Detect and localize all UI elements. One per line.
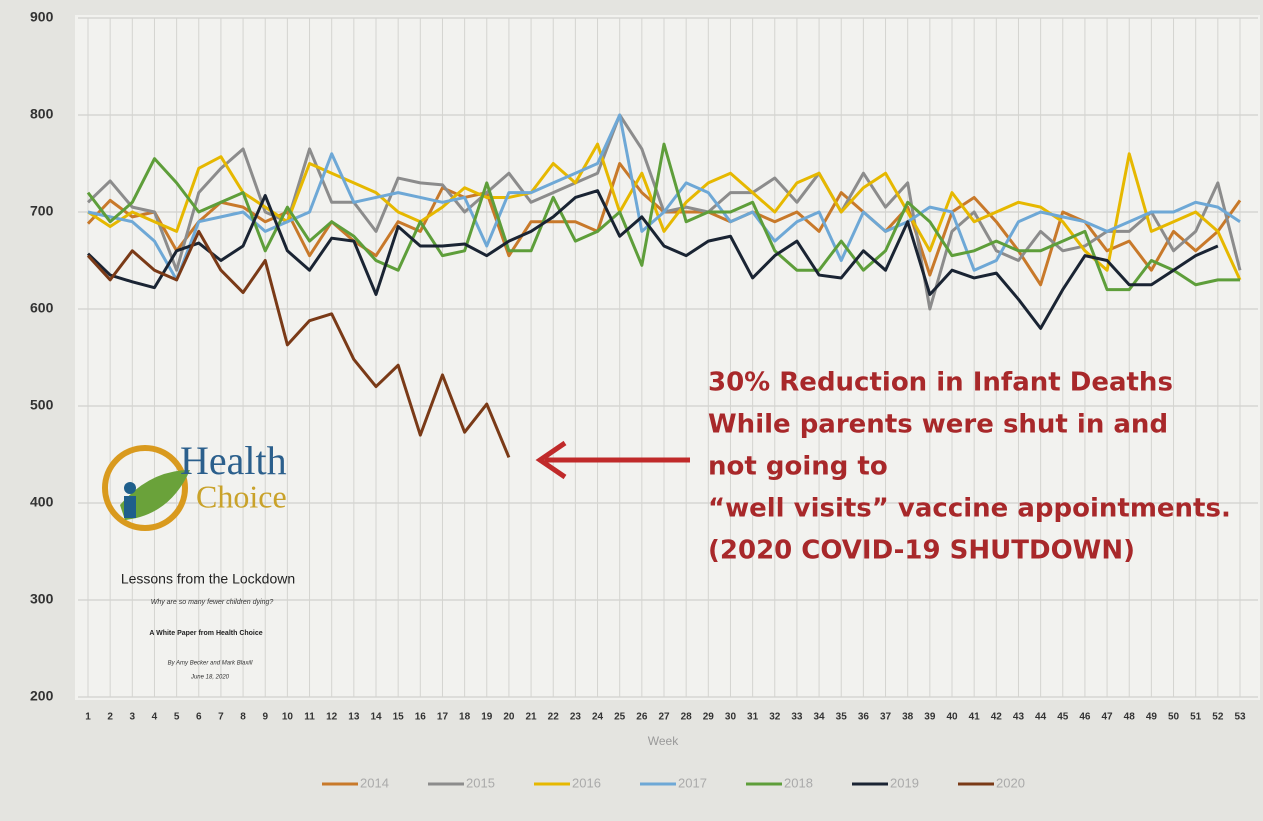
x-tick-label: 22 xyxy=(548,712,560,723)
x-tick-label: 16 xyxy=(415,712,427,723)
x-tick-label: 36 xyxy=(858,712,870,723)
x-tick-label: 6 xyxy=(196,712,202,723)
x-tick-label: 23 xyxy=(570,712,582,723)
x-tick-label: 13 xyxy=(348,712,360,723)
x-tick-label: 31 xyxy=(747,712,759,723)
x-tick-label: 9 xyxy=(262,712,268,723)
y-tick-label: 400 xyxy=(30,494,54,510)
x-tick-label: 35 xyxy=(836,712,848,723)
logo-text: Health xyxy=(180,438,287,483)
x-tick-label: 41 xyxy=(969,712,981,723)
x-tick-label: 53 xyxy=(1234,712,1246,723)
x-tick-label: 5 xyxy=(174,712,180,723)
y-tick-label: 600 xyxy=(30,300,54,316)
x-tick-label: 45 xyxy=(1057,712,1069,723)
y-tick-label: 200 xyxy=(30,688,54,704)
x-tick-label: 25 xyxy=(614,712,626,723)
logo-text: Choice xyxy=(196,478,287,514)
legend-label: 2018 xyxy=(784,775,813,790)
legend-label: 2014 xyxy=(360,775,389,790)
x-tick-label: 37 xyxy=(880,712,892,723)
x-tick-label: 27 xyxy=(658,712,670,723)
x-tick-label: 12 xyxy=(326,712,338,723)
x-tick-label: 28 xyxy=(681,712,693,723)
x-tick-label: 4 xyxy=(152,712,158,723)
x-tick-label: 7 xyxy=(218,712,224,723)
x-tick-label: 34 xyxy=(814,712,826,723)
x-tick-label: 39 xyxy=(924,712,936,723)
x-tick-label: 21 xyxy=(526,712,538,723)
x-tick-label: 32 xyxy=(769,712,781,723)
logo-figure xyxy=(124,482,136,494)
x-tick-label: 18 xyxy=(459,712,471,723)
x-tick-label: 42 xyxy=(991,712,1003,723)
x-tick-label: 38 xyxy=(902,712,914,723)
x-tick-label: 15 xyxy=(393,712,405,723)
inset-kind: A White Paper from Health Choice xyxy=(149,630,262,637)
x-axis-label: Week xyxy=(648,734,679,748)
x-tick-label: 8 xyxy=(240,712,246,723)
x-tick-label: 30 xyxy=(725,712,737,723)
x-tick-label: 46 xyxy=(1079,712,1091,723)
x-tick-label: 33 xyxy=(791,712,803,723)
x-tick-label: 19 xyxy=(481,712,493,723)
x-tick-label: 2 xyxy=(107,712,113,723)
x-tick-label: 20 xyxy=(503,712,515,723)
logo-figure xyxy=(124,496,136,518)
x-tick-label: 40 xyxy=(946,712,958,723)
y-tick-label: 700 xyxy=(30,203,54,219)
x-tick-label: 14 xyxy=(370,712,382,723)
legend-label: 2019 xyxy=(890,775,919,790)
legend-label: 2020 xyxy=(996,775,1025,790)
x-tick-label: 26 xyxy=(636,712,648,723)
plot-area xyxy=(75,15,1260,700)
y-tick-label: 900 xyxy=(30,9,54,25)
x-tick-label: 11 xyxy=(304,712,315,723)
inset-title: Lessons from the Lockdown xyxy=(121,571,295,587)
chart: 2003004005006007008009001234567891011121… xyxy=(0,0,1263,821)
x-tick-label: 24 xyxy=(592,712,604,723)
legend-label: 2015 xyxy=(466,775,495,790)
x-tick-label: 44 xyxy=(1035,712,1047,723)
x-tick-label: 49 xyxy=(1146,712,1158,723)
annotation-line: not going to xyxy=(708,452,888,482)
x-tick-label: 48 xyxy=(1124,712,1136,723)
x-tick-label: 52 xyxy=(1212,712,1224,723)
x-tick-label: 47 xyxy=(1102,712,1114,723)
legend-label: 2016 xyxy=(572,775,601,790)
y-tick-label: 800 xyxy=(30,106,54,122)
x-tick-label: 1 xyxy=(85,712,91,723)
inset-authors: By Amy Becker and Mark Blaxill xyxy=(168,661,253,667)
x-tick-label: 29 xyxy=(703,712,715,723)
annotation-line: 30% Reduction in Infant Deaths xyxy=(708,368,1173,398)
y-tick-label: 500 xyxy=(30,397,54,413)
inset-subtitle: Why are so many fewer children dying? xyxy=(151,599,274,606)
annotation-line: While parents were shut in and xyxy=(708,410,1168,440)
x-tick-label: 3 xyxy=(130,712,136,723)
annotation-line: “well visits” vaccine appointments. xyxy=(708,494,1231,524)
x-tick-label: 17 xyxy=(437,712,449,723)
x-tick-label: 51 xyxy=(1190,712,1202,723)
x-tick-label: 10 xyxy=(282,712,294,723)
annotation-line: (2020 COVID-19 SHUTDOWN) xyxy=(708,536,1135,566)
x-tick-label: 43 xyxy=(1013,712,1025,723)
x-tick-label: 50 xyxy=(1168,712,1180,723)
y-tick-label: 300 xyxy=(30,591,54,607)
legend-label: 2017 xyxy=(678,775,707,790)
inset-date: June 18, 2020 xyxy=(190,675,230,681)
